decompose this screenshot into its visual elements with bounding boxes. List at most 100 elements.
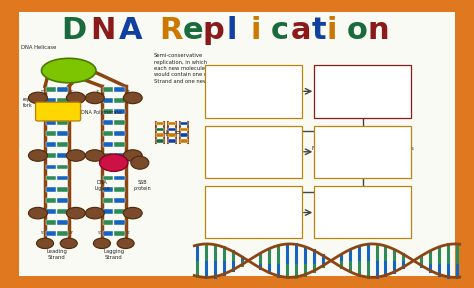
FancyBboxPatch shape — [205, 186, 302, 238]
Bar — [168, 133, 176, 137]
Bar — [114, 142, 125, 147]
Text: +: + — [162, 128, 169, 138]
Text: a: a — [291, 16, 311, 45]
Bar — [114, 87, 125, 92]
Bar — [103, 198, 113, 203]
FancyBboxPatch shape — [205, 126, 302, 178]
FancyBboxPatch shape — [314, 126, 411, 178]
Text: p: p — [203, 16, 225, 45]
Bar — [46, 87, 56, 92]
Bar — [168, 122, 176, 125]
Text: Lagging
Strand: Lagging Strand — [103, 249, 124, 260]
Circle shape — [66, 150, 85, 161]
Bar — [103, 187, 113, 192]
Bar — [114, 98, 125, 103]
Text: Lagging Strand or Okazaki
Fragment proceeds by discontinuous
synthesis of short : Lagging Strand or Okazaki Fragment proce… — [312, 140, 413, 164]
Bar — [103, 220, 113, 225]
Text: 5': 5' — [40, 231, 44, 235]
Text: 3': 3' — [96, 90, 100, 94]
Bar — [46, 131, 56, 136]
Bar — [103, 109, 113, 114]
Ellipse shape — [131, 156, 149, 169]
Circle shape — [93, 238, 110, 249]
Bar — [57, 231, 68, 236]
Bar — [57, 187, 68, 192]
Text: c: c — [271, 16, 289, 45]
FancyBboxPatch shape — [205, 65, 302, 118]
Text: SSB
protein: SSB protein — [133, 180, 151, 191]
Circle shape — [66, 207, 85, 219]
Text: DNA Helicase: DNA Helicase — [21, 45, 57, 50]
FancyBboxPatch shape — [36, 102, 81, 121]
Text: A: A — [118, 16, 142, 45]
Bar — [103, 164, 113, 169]
Text: 5': 5' — [40, 90, 44, 94]
Text: o: o — [347, 16, 368, 45]
Text: D: D — [62, 16, 87, 45]
Bar — [103, 154, 113, 158]
Text: The DNA double helix uncoils
as the hydrogen bonds
between the bases break.
This: The DNA double helix uncoils as the hydr… — [213, 77, 294, 106]
Text: Semi-conservative
replication, in which
each new molecule
would contain one old
: Semi-conservative replication, in which … — [154, 53, 220, 84]
Bar — [103, 176, 113, 181]
Bar — [57, 209, 68, 214]
Bar — [46, 176, 56, 181]
Bar — [57, 109, 68, 114]
Bar — [46, 164, 56, 169]
Bar — [46, 209, 56, 214]
Text: =: = — [173, 128, 180, 138]
Text: n: n — [367, 16, 389, 45]
Circle shape — [85, 92, 104, 104]
Bar — [180, 122, 188, 125]
Text: 3': 3' — [70, 90, 74, 94]
Bar — [46, 220, 56, 225]
Circle shape — [28, 207, 47, 219]
Bar — [46, 142, 56, 147]
Text: 3': 3' — [127, 90, 131, 94]
Text: t: t — [311, 16, 326, 45]
FancyBboxPatch shape — [314, 186, 411, 238]
Text: DNA Polymerase: DNA Polymerase — [81, 110, 121, 115]
Text: N: N — [90, 16, 116, 45]
Circle shape — [60, 238, 77, 249]
Bar — [168, 139, 176, 143]
Bar — [103, 87, 113, 92]
FancyBboxPatch shape — [314, 65, 411, 118]
Bar — [114, 120, 125, 125]
Text: Replication occurs in both
directions, forms a
'Replication Bubble': Replication occurs in both directions, f… — [327, 204, 398, 221]
Bar — [156, 133, 164, 137]
Bar — [156, 128, 164, 131]
Bar — [168, 128, 176, 131]
Bar — [114, 164, 125, 169]
Text: DNA
Ligase: DNA Ligase — [94, 180, 110, 191]
Text: Leading
Strand: Leading Strand — [46, 249, 67, 260]
Text: i: i — [327, 16, 337, 45]
Bar — [103, 142, 113, 147]
Bar — [180, 133, 188, 137]
Circle shape — [123, 150, 142, 161]
Bar — [46, 187, 56, 192]
Text: The lagging strand joins
together by an enzyme
called DNA LIGASE which
Seals the: The lagging strand joins together by an … — [219, 201, 288, 224]
Text: replication
fork: replication fork — [23, 97, 49, 108]
Bar — [114, 187, 125, 192]
Circle shape — [66, 92, 85, 104]
Ellipse shape — [41, 58, 96, 83]
Bar — [57, 98, 68, 103]
Bar — [57, 220, 68, 225]
Bar — [57, 164, 68, 169]
Bar — [46, 109, 56, 114]
Bar — [103, 98, 113, 103]
Circle shape — [123, 92, 142, 104]
Bar — [114, 198, 125, 203]
Text: DNA Polymerase binds an
incoming nucleotide to the
growing new chain from
5' to : DNA Polymerase binds an incoming nucleot… — [217, 137, 291, 167]
Circle shape — [100, 154, 128, 171]
Text: R: R — [159, 16, 182, 45]
Bar — [103, 231, 113, 236]
Circle shape — [28, 92, 47, 104]
Circle shape — [85, 207, 104, 219]
Text: 5': 5' — [127, 231, 131, 235]
Text: l: l — [227, 16, 237, 45]
Bar — [156, 122, 164, 125]
Bar — [46, 198, 56, 203]
Bar — [114, 209, 125, 214]
Bar — [103, 131, 113, 136]
